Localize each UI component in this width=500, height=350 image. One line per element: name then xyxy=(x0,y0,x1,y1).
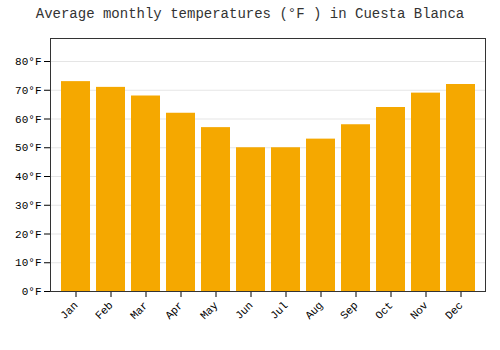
svg-text:Mar: Mar xyxy=(128,299,150,321)
svg-text:Apr: Apr xyxy=(163,299,185,321)
svg-text:Dec: Dec xyxy=(443,299,465,321)
svg-text:Aug: Aug xyxy=(303,299,325,321)
svg-text:0°F: 0°F xyxy=(22,286,42,298)
svg-text:Jun: Jun xyxy=(233,299,255,321)
svg-text:Jan: Jan xyxy=(58,299,80,321)
svg-text:30°F: 30°F xyxy=(15,200,41,212)
svg-text:20°F: 20°F xyxy=(15,229,41,241)
svg-text:10°F: 10°F xyxy=(15,257,41,269)
svg-text:May: May xyxy=(198,299,221,322)
svg-text:Jul: Jul xyxy=(268,299,290,321)
svg-text:80°F: 80°F xyxy=(15,56,41,68)
svg-text:Oct: Oct xyxy=(373,299,395,321)
svg-text:Sep: Sep xyxy=(338,299,360,321)
svg-text:40°F: 40°F xyxy=(15,171,41,183)
svg-text:Nov: Nov xyxy=(408,299,431,322)
svg-text:Feb: Feb xyxy=(93,299,115,321)
svg-text:50°F: 50°F xyxy=(15,142,41,154)
html-text:Average monthly temperatures (: Average monthly temperatures (°F ) in Cu… xyxy=(35,6,465,22)
svg-text:60°F: 60°F xyxy=(15,114,41,126)
svg-text:70°F: 70°F xyxy=(15,85,41,97)
